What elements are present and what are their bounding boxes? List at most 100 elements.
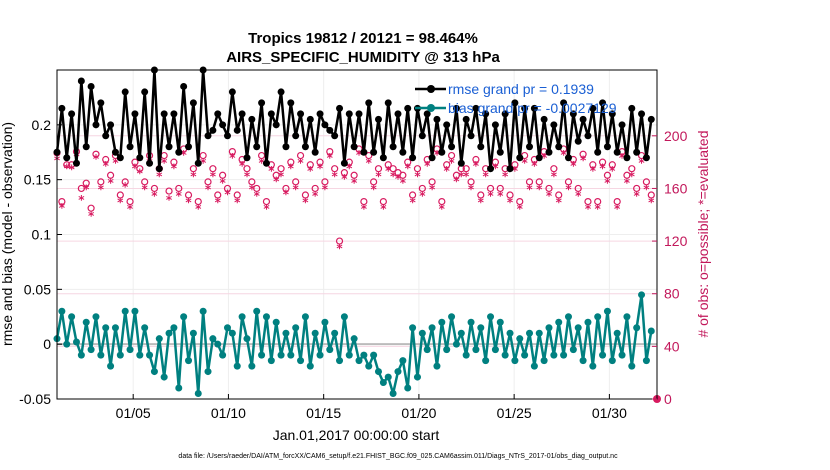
rmse-point bbox=[214, 110, 222, 118]
rmse-point bbox=[418, 132, 426, 140]
bias-point bbox=[589, 362, 597, 370]
rmse-point bbox=[87, 82, 95, 90]
obs-possible-point bbox=[331, 165, 339, 173]
obs-evaluated-point: * bbox=[312, 189, 319, 203]
bias-point bbox=[267, 357, 275, 365]
rmse-point bbox=[452, 104, 460, 112]
obs-evaluated-point: * bbox=[122, 180, 129, 194]
obs-possible-point bbox=[443, 161, 451, 169]
chart-subtitle: AIRS_SPECIFIC_HUMIDITY @ 313 hPa bbox=[226, 49, 500, 66]
obs-possible-point bbox=[189, 165, 197, 173]
obs-evaluated-point: * bbox=[283, 188, 290, 202]
rmse-point bbox=[111, 148, 119, 156]
obs-possible-point bbox=[199, 151, 207, 160]
rmse-point bbox=[228, 88, 236, 96]
obs-possible-point bbox=[219, 171, 227, 179]
bias-point bbox=[175, 384, 183, 392]
obs-evaluated-point: * bbox=[229, 151, 236, 165]
obs-evaluated-point: * bbox=[453, 175, 460, 189]
bias-point bbox=[496, 318, 504, 326]
bias-point bbox=[379, 379, 387, 387]
obs-possible-point bbox=[150, 184, 159, 193]
y-tick-label: 0 bbox=[43, 336, 51, 352]
obs-evaluated-point: * bbox=[103, 159, 110, 173]
bias-point bbox=[345, 351, 353, 359]
rmse-point bbox=[623, 154, 631, 162]
bias-point bbox=[360, 351, 368, 359]
rmse-point bbox=[233, 126, 241, 134]
legend-bias-label: bias grand pr = -0.0027129 bbox=[448, 100, 617, 116]
bias-point bbox=[511, 357, 519, 365]
rmse-series bbox=[53, 66, 655, 173]
y-tick-label: 0.1 bbox=[32, 227, 52, 243]
bias-point bbox=[526, 329, 534, 337]
bias-point bbox=[579, 357, 587, 365]
obs-possible-point bbox=[287, 158, 295, 166]
obs-possible-point bbox=[175, 184, 183, 193]
bias-point bbox=[214, 340, 222, 348]
rmse-point bbox=[389, 143, 397, 151]
obs-evaluated-point: * bbox=[414, 169, 421, 183]
bias-point bbox=[326, 346, 334, 354]
obs-evaluated-point: * bbox=[142, 182, 149, 196]
obs-evaluated-point: * bbox=[195, 202, 202, 216]
bias-point bbox=[647, 327, 655, 335]
rmse-point bbox=[121, 88, 129, 96]
bias-point bbox=[482, 357, 490, 365]
rmse-point bbox=[564, 154, 572, 162]
obs-possible-point bbox=[628, 165, 636, 173]
bias-point bbox=[131, 307, 139, 315]
rmse-point bbox=[633, 148, 641, 156]
obs-possible-point bbox=[340, 169, 349, 177]
obs-evaluated-point: * bbox=[370, 182, 377, 196]
rmse-point bbox=[209, 126, 217, 134]
bias-point bbox=[443, 346, 451, 354]
rmse-point bbox=[638, 110, 646, 118]
rmse-point bbox=[555, 143, 563, 151]
bias-point bbox=[102, 324, 110, 332]
obs-evaluated-point: * bbox=[590, 164, 597, 178]
rmse-point bbox=[516, 154, 524, 162]
rmse-point bbox=[457, 159, 465, 167]
bias-point bbox=[613, 329, 621, 337]
bias-point bbox=[204, 368, 212, 376]
obs-possible-point bbox=[106, 171, 115, 179]
bias-point bbox=[238, 313, 246, 321]
x-tick-label: 01/30 bbox=[592, 405, 627, 421]
obs-possible-point bbox=[389, 165, 397, 173]
bias-point bbox=[150, 368, 158, 376]
obs-evaluated-point: * bbox=[614, 202, 621, 216]
rmse-point bbox=[647, 115, 655, 123]
rmse-point bbox=[301, 143, 309, 151]
bias-point bbox=[141, 324, 149, 332]
bias-point bbox=[413, 373, 421, 381]
rmse-point bbox=[340, 159, 348, 167]
y-tick-label: 0.05 bbox=[24, 281, 51, 297]
bias-point bbox=[199, 307, 207, 315]
legend-bias-marker bbox=[427, 104, 435, 112]
obs-evaluated-point: * bbox=[64, 161, 71, 175]
rmse-point bbox=[399, 148, 407, 156]
bias-point bbox=[530, 362, 538, 370]
bias-point bbox=[292, 324, 300, 332]
rmse-point bbox=[594, 148, 602, 156]
rmse-point bbox=[560, 99, 568, 107]
obs-evaluated-point: * bbox=[137, 167, 144, 181]
obs-evaluated-point: * bbox=[88, 209, 95, 223]
rmse-point bbox=[599, 99, 607, 107]
obs-evaluated-point: * bbox=[468, 182, 475, 196]
rmse-point bbox=[189, 99, 197, 107]
bias-point bbox=[384, 373, 392, 381]
rmse-point bbox=[345, 110, 353, 118]
rmse-point bbox=[404, 104, 412, 112]
y-tick-label: 0.15 bbox=[24, 172, 51, 188]
obs-possible-point bbox=[335, 237, 344, 245]
rmse-point bbox=[180, 82, 188, 90]
rmse-point bbox=[589, 104, 597, 112]
obs-possible-point bbox=[170, 158, 178, 166]
rmse-point bbox=[141, 88, 149, 96]
obs-possible-point bbox=[613, 198, 621, 206]
bias-point bbox=[550, 351, 558, 359]
obs-possible-point bbox=[194, 198, 202, 206]
bias-point bbox=[462, 351, 470, 359]
